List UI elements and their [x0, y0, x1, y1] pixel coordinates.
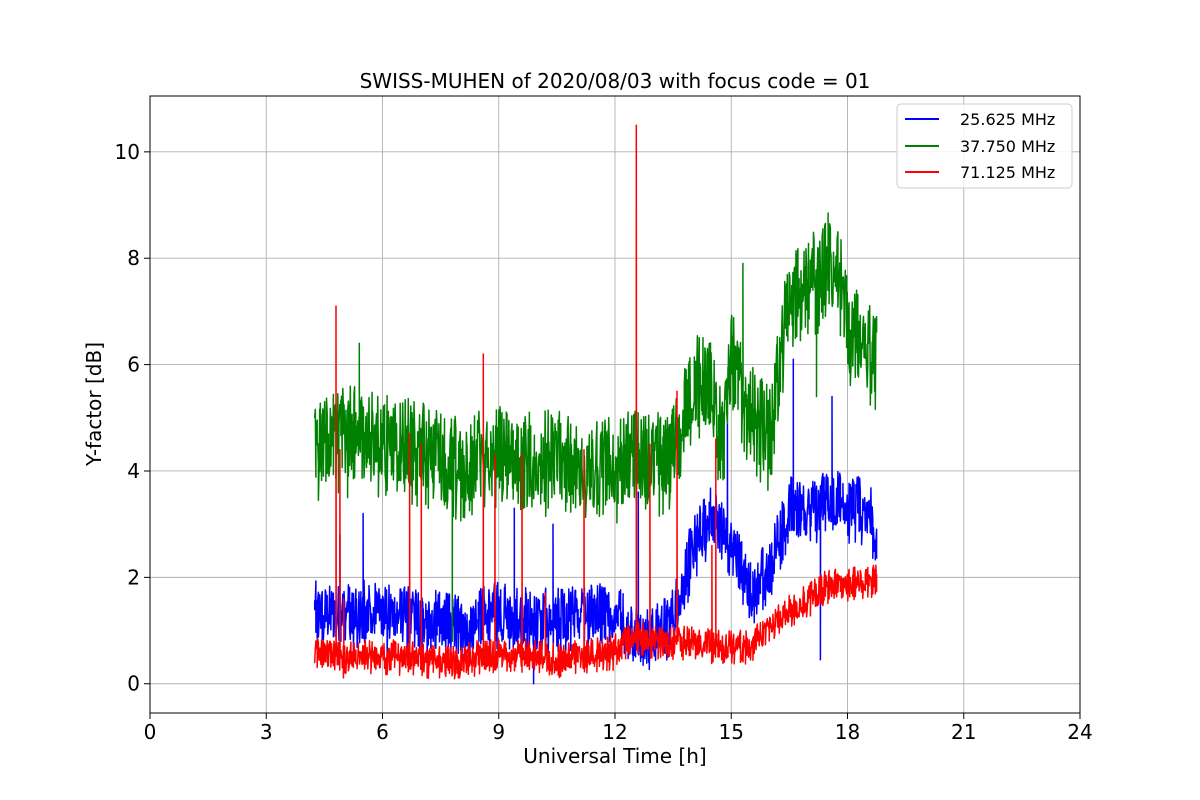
chart-title: SWISS-MUHEN of 2020/08/03 with focus cod… [360, 69, 871, 93]
y-tick-label: 6 [127, 353, 140, 377]
x-tick-label: 9 [492, 720, 505, 744]
legend-box [896, 103, 1073, 189]
x-tick-label: 6 [376, 720, 389, 744]
x-tick-label: 12 [602, 720, 627, 744]
x-tick-label: 24 [1067, 720, 1092, 744]
x-tick-label: 3 [260, 720, 273, 744]
y-axis-label: Y-factor [dB] [82, 342, 106, 467]
x-tick-label: 15 [719, 720, 744, 744]
legend: 25.625 MHz 37.750 MHz 71.125 MHz [896, 103, 1073, 189]
y-tick-label: 10 [115, 140, 140, 164]
legend-label-71125: 71.125 MHz [960, 163, 1055, 182]
x-axis: 0 3 6 9 12 15 18 21 24 [144, 713, 1093, 744]
legend-label-25625: 25.625 MHz [960, 110, 1055, 129]
x-tick-label: 21 [951, 720, 976, 744]
y-axis: 0 2 4 6 8 10 [115, 140, 150, 696]
y-tick-label: 0 [127, 672, 140, 696]
y-tick-label: 2 [127, 565, 140, 589]
x-tick-label: 0 [144, 720, 157, 744]
series-37750 [313, 212, 878, 642]
series-25625 [313, 358, 878, 685]
series-71125 [313, 124, 878, 680]
x-tick-label: 18 [835, 720, 860, 744]
legend-label-37750: 37.750 MHz [960, 137, 1055, 156]
x-axis-label: Universal Time [h] [523, 744, 706, 768]
plot-area [313, 124, 878, 685]
y-tick-label: 8 [127, 246, 140, 270]
series-layer [313, 124, 878, 685]
y-tick-label: 4 [127, 459, 140, 483]
